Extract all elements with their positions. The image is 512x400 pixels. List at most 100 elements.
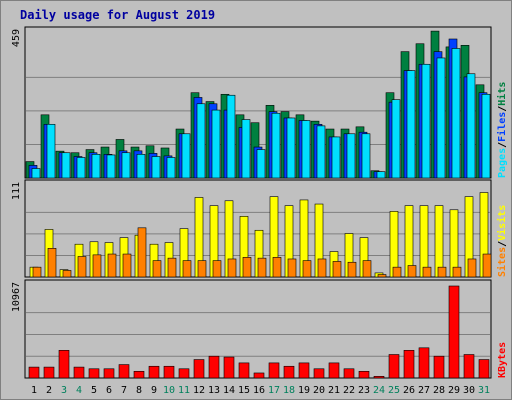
bar-pages-day-6 <box>106 154 116 179</box>
y-max-label: 459 <box>11 29 22 47</box>
bar-visits-day-28 <box>434 205 444 278</box>
y-max-label: 10967 <box>11 282 22 312</box>
bar-sites-day-10 <box>167 257 177 278</box>
x-tick-label: 8 <box>136 385 142 396</box>
bar-sites-day-29 <box>452 266 462 278</box>
bar-pages-day-12 <box>196 103 206 179</box>
bar-sites-day-22 <box>347 261 357 278</box>
x-tick-label: 10 <box>163 385 175 396</box>
x-tick-label: 26 <box>403 385 415 396</box>
bar-sites-day-24 <box>377 274 387 278</box>
legend-entry: Visits <box>496 205 508 241</box>
bar-sites-day-13 <box>212 260 222 278</box>
bar-kbytes-day-31 <box>478 359 490 379</box>
legend-entry: / <box>497 241 508 247</box>
chart-title: Daily usage for August 2019 <box>20 8 215 22</box>
x-tick-label: 25 <box>388 385 400 396</box>
bar-kbytes-day-13 <box>208 355 220 379</box>
bar-kbytes-day-19 <box>298 362 310 379</box>
x-tick-label: 30 <box>463 385 475 396</box>
bar-kbytes-day-9 <box>148 365 160 379</box>
bar-sites-day-19 <box>302 260 312 278</box>
bar-pages-day-7 <box>121 152 131 179</box>
bar-sites-day-5 <box>92 254 102 278</box>
x-tick-label: 11 <box>178 385 190 396</box>
bar-sites-day-31 <box>482 253 492 278</box>
bar-kbytes-day-25 <box>388 354 400 379</box>
bar-kbytes-day-1 <box>28 366 40 379</box>
bar-pages-day-31 <box>481 93 491 179</box>
x-tick-label: 31 <box>478 385 490 396</box>
bar-pages-day-14 <box>226 94 236 179</box>
x-tick-label: 15 <box>238 385 250 396</box>
bar-pages-day-30 <box>466 73 476 179</box>
bar-kbytes-day-14 <box>223 356 235 379</box>
x-tick-label: 20 <box>313 385 325 396</box>
bar-pages-day-25 <box>391 99 401 179</box>
bar-kbytes-day-2 <box>43 366 55 379</box>
bar-kbytes-day-3 <box>58 350 70 379</box>
legend-entry: KBytes <box>497 342 508 378</box>
bar-pages-day-9 <box>151 156 161 179</box>
bar-sites-day-30 <box>467 258 477 278</box>
x-tick-label: 14 <box>223 385 235 396</box>
x-tick-label: 29 <box>448 385 460 396</box>
bar-pages-day-22 <box>346 133 356 179</box>
bar-sites-day-21 <box>332 261 342 278</box>
bar-sites-day-1 <box>32 266 42 278</box>
bar-pages-day-29 <box>451 48 461 179</box>
bar-kbytes-day-29 <box>448 285 460 379</box>
bar-pages-day-28 <box>436 57 446 179</box>
bar-visits-day-27 <box>419 205 429 278</box>
bar-pages-day-8 <box>136 154 146 179</box>
bar-kbytes-day-18 <box>283 365 295 379</box>
bar-sites-day-25 <box>392 266 402 278</box>
x-tick-label: 7 <box>121 385 127 396</box>
y-max-label: 111 <box>11 182 22 200</box>
bar-sites-day-16 <box>257 257 267 278</box>
bar-sites-day-6 <box>107 253 117 278</box>
bar-kbytes-day-21 <box>328 362 340 379</box>
legend-entry: Hits <box>496 82 508 106</box>
x-tick-label: 21 <box>328 385 340 396</box>
bar-kbytes-day-7 <box>118 364 130 379</box>
bar-kbytes-day-17 <box>268 362 280 379</box>
panel-visits-sites: 111 Sites/Visits <box>11 179 508 278</box>
bar-pages-day-24 <box>376 171 386 179</box>
bar-kbytes-day-22 <box>343 368 355 379</box>
x-tick-label: 28 <box>433 385 445 396</box>
bar-sites-day-27 <box>422 266 432 278</box>
x-tick-label: 5 <box>91 385 97 396</box>
bar-pages-day-21 <box>331 136 341 179</box>
bar-sites-day-12 <box>197 260 207 278</box>
bar-sites-day-18 <box>287 258 297 278</box>
legend-entry: / <box>497 106 508 112</box>
bar-kbytes-day-10 <box>163 365 175 379</box>
bar-pages-day-26 <box>406 70 416 179</box>
x-tick-label: 1 <box>31 385 37 396</box>
bar-kbytes-day-6 <box>103 368 115 379</box>
bar-pages-day-1 <box>31 168 41 179</box>
bar-kbytes-day-28 <box>433 355 445 379</box>
legend-entry: Sites <box>496 247 508 277</box>
legend: Sites/Visits <box>496 205 508 277</box>
bar-pages-day-15 <box>241 119 251 179</box>
bar-kbytes-day-27 <box>418 347 430 379</box>
legend-entry: / <box>497 142 508 148</box>
bar-pages-day-2 <box>46 123 56 179</box>
bar-sites-day-9 <box>152 260 162 278</box>
x-tick-label: 23 <box>358 385 370 396</box>
bar-pages-day-18 <box>286 117 296 179</box>
series-kbytes <box>28 285 490 379</box>
bar-sites-day-28 <box>437 266 447 278</box>
x-tick-label: 2 <box>46 385 52 396</box>
bar-sites-day-4 <box>77 256 87 278</box>
bar-sites-day-23 <box>362 260 372 278</box>
x-tick-label: 27 <box>418 385 430 396</box>
bar-sites-day-15 <box>242 257 252 278</box>
panel-kbytes: 10967 KBytes <box>11 279 508 379</box>
bar-pages-day-27 <box>421 63 431 179</box>
bar-pages-day-10 <box>166 157 176 179</box>
legend: KBytes <box>497 342 508 378</box>
